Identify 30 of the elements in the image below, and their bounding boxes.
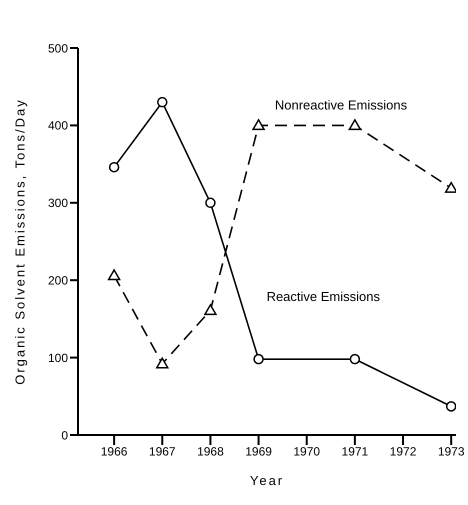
y-tick-label: 100 [48,350,68,365]
series-label: Nonreactive Emissions [274,97,408,112]
point [253,354,264,364]
y-tick-label: 200 [48,273,68,288]
x-tick-label: 1967 [148,444,176,459]
x-tick-label: 1966 [100,444,128,459]
point [350,354,360,364]
series-label: Reactive Emissions [266,289,380,304]
point [108,162,120,172]
point [252,119,265,130]
x-axis-title: Year [250,473,284,488]
y-axis-title: Organic Solvent Emissions, Tons/Day [12,98,28,385]
point [444,182,456,193]
y-tick-label: 0 [61,428,68,442]
x-tick-label: 1968 [197,444,224,459]
point [348,119,362,130]
point [205,198,216,208]
y-tick-label: 400 [48,118,68,133]
point [108,269,120,280]
y-tick-label: 500 [48,41,68,56]
x-tick-label: 1971 [342,444,369,459]
x-tick-label: 1972 [390,444,417,459]
point [446,401,456,412]
x-tick-label: 1970 [293,444,320,459]
point [156,358,169,369]
x-tick-label: 1969 [245,444,272,459]
x-tick-label: 1973 [438,444,465,459]
point [157,96,168,108]
point [204,304,217,316]
y-tick-label: 300 [48,196,68,210]
